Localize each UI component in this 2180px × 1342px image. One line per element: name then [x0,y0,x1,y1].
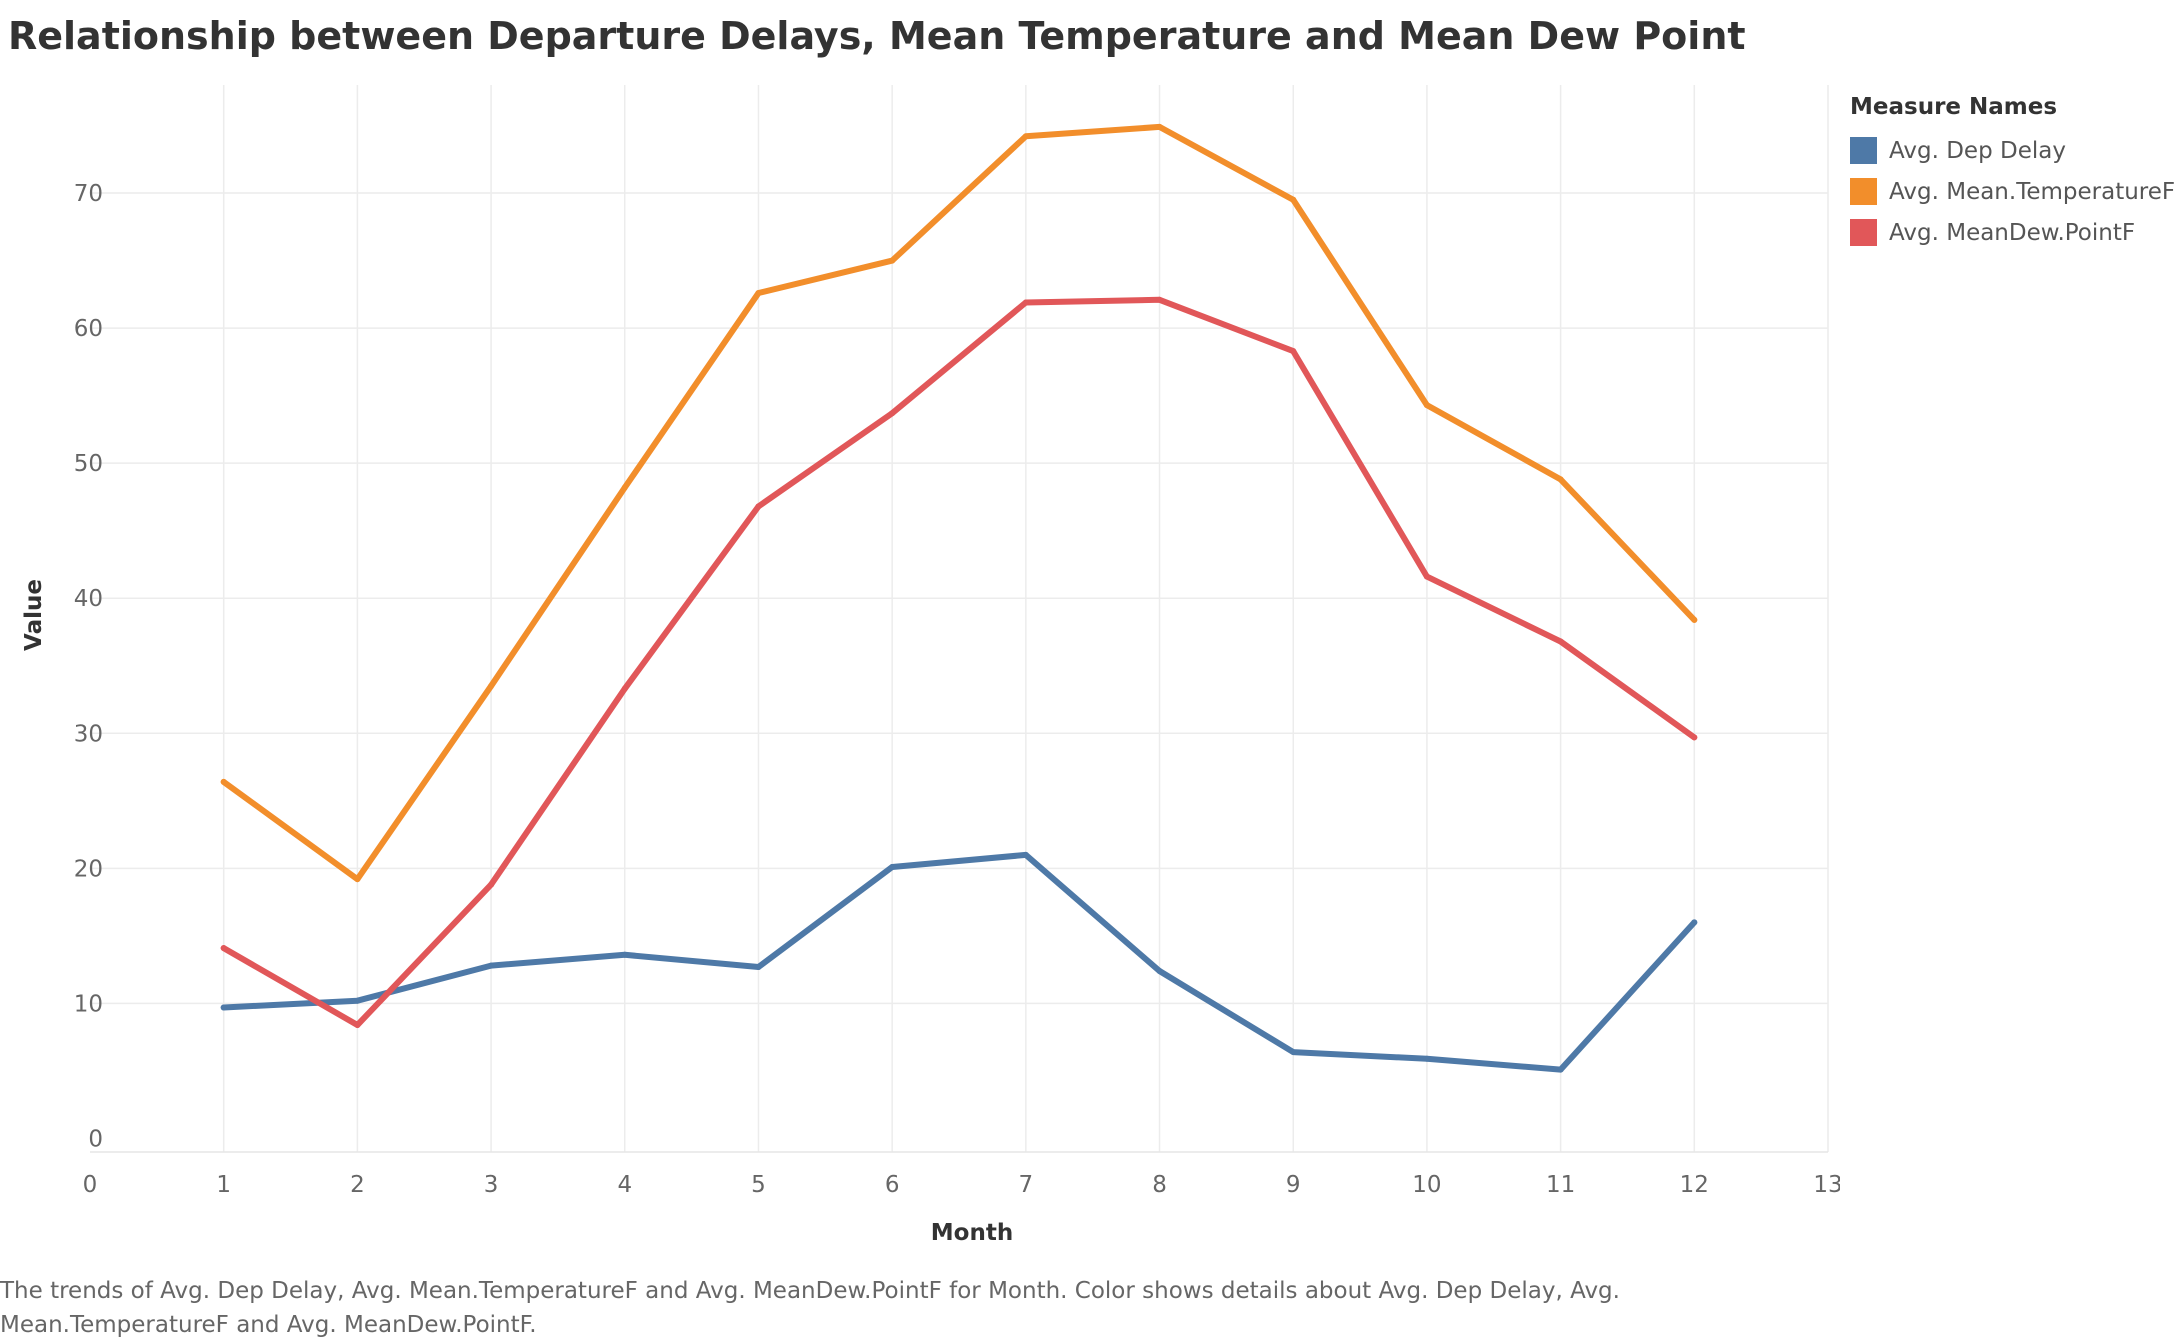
data-point [488,683,495,690]
x-tick-label: 5 [751,1172,766,1198]
data-point [1156,296,1163,303]
data-point [621,951,628,958]
data-point [1691,616,1698,623]
data-point [488,962,495,969]
data-point [1022,133,1029,140]
x-tick-label: 2 [350,1172,365,1198]
x-tick-label: 8 [1152,1172,1167,1198]
legend-swatch [1850,178,1877,205]
y-tick-label: 20 [74,856,103,882]
legend-label: Avg. Mean.TemperatureF [1889,178,2176,205]
data-point [1156,968,1163,975]
data-point [1691,734,1698,741]
legend-title: Measure Names [1850,94,2058,120]
legend-item-mean-dew-point[interactable]: Avg. MeanDew.PointF [1850,212,2175,253]
data-point [354,997,361,1004]
data-point [889,410,896,417]
data-point [220,778,227,785]
series-line-2 [220,123,1698,883]
data-point [488,881,495,888]
x-tick-label: 4 [617,1172,632,1198]
x-tick-label: 0 [83,1172,98,1198]
x-axis-title: Month [931,1220,1013,1246]
y-tick-label: 70 [74,181,103,207]
x-tick-label: 11 [1546,1172,1575,1198]
data-point [1557,476,1564,483]
data-point [1290,348,1297,355]
y-tick-label: 50 [74,451,103,477]
data-point [755,503,762,510]
data-point [1557,1066,1564,1073]
x-tick-label: 9 [1286,1172,1301,1198]
data-point [621,685,628,692]
chart-caption: The trends of Avg. Dep Delay, Avg. Mean.… [0,1278,1620,1338]
series-line-1 [220,851,1698,1073]
data-point [621,484,628,491]
legend-label: Avg. Dep Delay [1889,137,2066,164]
data-point [889,864,896,871]
y-tick-label: 10 [74,991,103,1017]
data-point [354,876,361,883]
x-tick-label: 3 [484,1172,499,1198]
data-point [1423,1055,1430,1062]
data-point [354,1022,361,1029]
x-tick-label: 7 [1019,1172,1034,1198]
data-point [1290,1049,1297,1056]
data-point [1423,573,1430,580]
y-tick-label: 40 [74,586,103,612]
legend-item-dep-delay[interactable]: Avg. Dep Delay [1850,130,2175,171]
x-tick-label: 6 [885,1172,900,1198]
legend-label: Avg. MeanDew.PointF [1889,219,2136,246]
data-point [220,1004,227,1011]
data-point [1423,402,1430,409]
legend-swatch [1850,219,1877,246]
y-tick-label: 30 [74,721,103,747]
data-point [1290,196,1297,203]
legend[interactable]: Measure Names Avg. Dep Delay Avg. Mean.T… [1850,94,2175,253]
data-point [889,257,896,264]
y-tick-label: 60 [74,316,103,342]
data-point [1557,638,1564,645]
data-point [1022,299,1029,306]
chart-title: Relationship between Departure Delays, M… [8,14,1746,58]
x-tick-label: 12 [1680,1172,1709,1198]
legend-swatch [1850,137,1877,164]
data-point [220,945,227,952]
data-point [1691,919,1698,926]
data-point [1022,851,1029,858]
x-tick-label: 13 [1813,1172,1840,1198]
x-tick-label: 10 [1412,1172,1441,1198]
series-line-3 [220,296,1698,1028]
data-point [755,963,762,970]
data-point [1156,123,1163,130]
x-tick-label: 1 [216,1172,231,1198]
y-axis-title: Value [21,579,47,651]
legend-item-mean-temperature[interactable]: Avg. Mean.TemperatureF [1850,171,2175,212]
y-tick-label: 0 [88,1126,103,1152]
data-point [755,289,762,296]
